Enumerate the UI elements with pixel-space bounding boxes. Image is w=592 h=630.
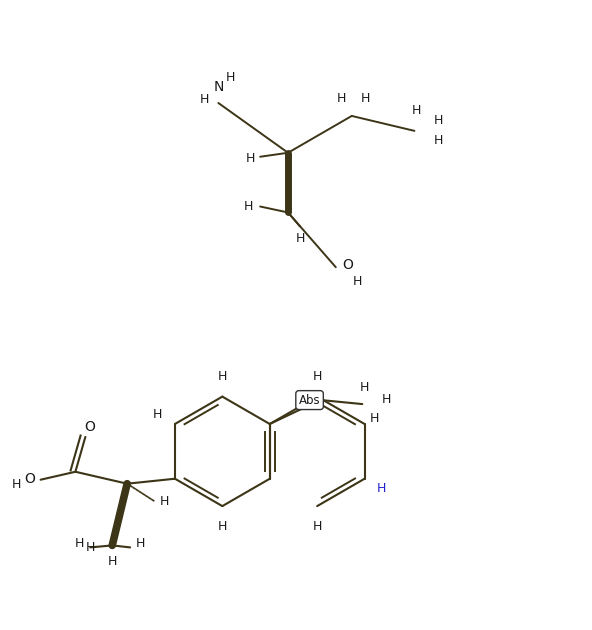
Text: H: H xyxy=(353,275,362,288)
Text: H: H xyxy=(313,370,322,383)
Text: H: H xyxy=(226,71,235,84)
Text: H: H xyxy=(12,478,21,491)
Text: H: H xyxy=(159,495,169,508)
Text: H: H xyxy=(359,381,369,394)
Text: H: H xyxy=(86,541,95,554)
Text: O: O xyxy=(342,258,353,272)
Text: H: H xyxy=(337,91,346,105)
Text: H: H xyxy=(377,482,387,495)
Text: H: H xyxy=(295,232,305,245)
Text: H: H xyxy=(75,537,84,550)
Text: H: H xyxy=(243,200,253,213)
Text: H: H xyxy=(313,520,322,532)
Text: H: H xyxy=(218,520,227,532)
Text: H: H xyxy=(153,408,162,421)
Text: H: H xyxy=(434,134,443,147)
Text: Abs: Abs xyxy=(299,394,320,406)
Text: H: H xyxy=(108,555,117,568)
Text: O: O xyxy=(24,472,35,486)
Text: H: H xyxy=(136,537,145,550)
Text: H: H xyxy=(200,93,209,105)
Text: H: H xyxy=(412,105,421,117)
Text: H: H xyxy=(361,91,371,105)
Text: N: N xyxy=(213,80,224,94)
Text: H: H xyxy=(246,152,255,165)
Text: H: H xyxy=(381,392,391,406)
Text: H: H xyxy=(369,411,379,425)
Text: O: O xyxy=(84,420,95,434)
Text: H: H xyxy=(434,115,443,127)
Text: H: H xyxy=(218,370,227,383)
